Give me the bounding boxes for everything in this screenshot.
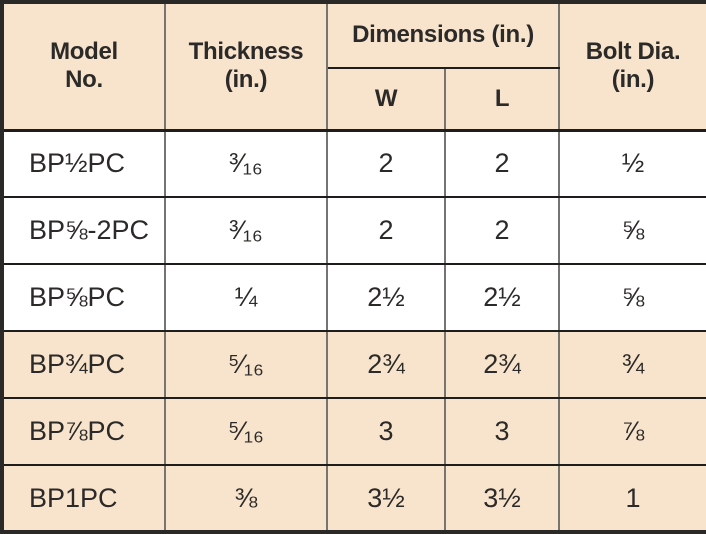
cell-bolt-dia: ⅞ bbox=[558, 397, 706, 466]
cell-model-no: BP⅞PC bbox=[1, 397, 166, 466]
cell-length: 3½ bbox=[443, 464, 561, 533]
header-row-top: Model No. Thickness (in.) Dimensions (in… bbox=[1, 1, 706, 131]
cell-thickness: ⅜ bbox=[164, 464, 328, 533]
cell-length: 2 bbox=[443, 129, 561, 198]
cell-thickness: ³⁄₁₆ bbox=[164, 196, 328, 265]
table-row: BP⅝PC ¼ 2½ 2½ ⅝ bbox=[1, 263, 706, 332]
table-row: BP½PC ³⁄₁₆ 2 2 ½ bbox=[1, 129, 706, 198]
header-cell-width: W bbox=[326, 67, 446, 131]
cell-bolt-dia: ½ bbox=[558, 129, 706, 198]
cell-width: 2½ bbox=[326, 263, 446, 332]
cell-model-no: BP⅝PC bbox=[1, 263, 166, 332]
table-row: BP¾PC ⁵⁄₁₆ 2¾ 2¾ ¾ bbox=[1, 330, 706, 399]
cell-thickness: ⁵⁄₁₆ bbox=[164, 330, 328, 399]
cell-thickness: ⁵⁄₁₆ bbox=[164, 397, 328, 466]
cell-bolt-dia: 1 bbox=[558, 464, 706, 533]
cell-bolt-dia: ⅝ bbox=[558, 263, 706, 332]
header-cell-bolt-dia: Bolt Dia. (in.) bbox=[558, 1, 706, 131]
cell-width: 2 bbox=[326, 196, 446, 265]
cell-thickness: ³⁄₁₆ bbox=[164, 129, 328, 198]
cell-model-no: BP½PC bbox=[1, 129, 166, 198]
cell-bolt-dia: ¾ bbox=[558, 330, 706, 399]
cell-length: 3 bbox=[443, 397, 561, 466]
cell-thickness: ¼ bbox=[164, 263, 328, 332]
header-cell-dimensions: Dimensions (in.) bbox=[325, 1, 561, 69]
table-body: BP½PC ³⁄₁₆ 2 2 ½ BP⅝-2PC ³⁄₁₆ 2 2 ⅝ BP⅝P… bbox=[1, 129, 706, 533]
cell-width: 2 bbox=[326, 129, 446, 198]
cell-length: 2¾ bbox=[443, 330, 561, 399]
table-row: BP⅞PC ⁵⁄₁₆ 3 3 ⅞ bbox=[1, 397, 706, 466]
cell-bolt-dia: ⅝ bbox=[558, 196, 706, 265]
cell-model-no: BP¾PC bbox=[1, 330, 166, 399]
header-cell-model-no: Model No. bbox=[1, 1, 166, 131]
header-cell-length: L bbox=[443, 67, 561, 131]
header-row-sub: W L bbox=[2, 67, 706, 131]
cell-model-no: BP⅝-2PC bbox=[1, 196, 166, 265]
cell-width: 3 bbox=[326, 397, 446, 466]
cell-width: 3½ bbox=[326, 464, 446, 533]
cell-width: 2¾ bbox=[326, 330, 446, 399]
table-header: Model No. Thickness (in.) Dimensions (in… bbox=[1, 1, 706, 131]
table-row: BP⅝-2PC ³⁄₁₆ 2 2 ⅝ bbox=[1, 196, 706, 265]
cell-length: 2½ bbox=[443, 263, 561, 332]
cell-model-no: BP1PC bbox=[1, 464, 166, 533]
header-cell-thickness: Thickness (in.) bbox=[164, 1, 328, 131]
table-row: BP1PC ⅜ 3½ 3½ 1 bbox=[1, 464, 706, 533]
cell-length: 2 bbox=[443, 196, 561, 265]
